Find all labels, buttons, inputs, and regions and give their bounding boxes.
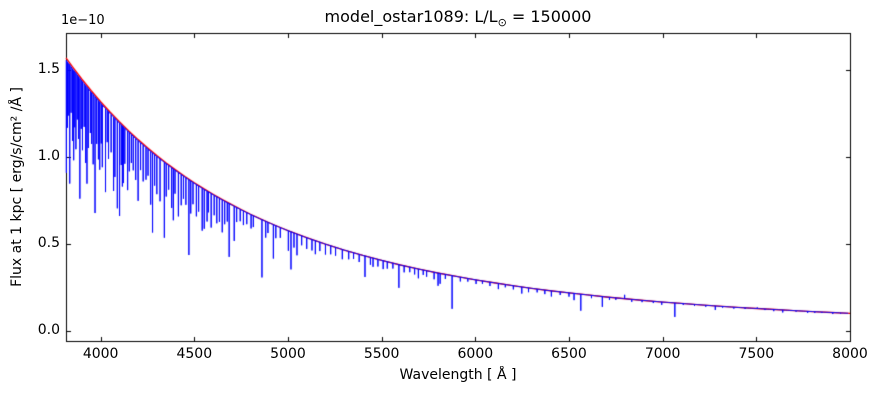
plot-title: model_ostar1089: L/L⊙ = 150000 <box>66 7 850 29</box>
x-tick-label: 6500 <box>551 346 587 362</box>
x-tick-label: 8000 <box>832 346 868 362</box>
x-tick-label: 7500 <box>738 346 775 362</box>
plot-title-suffix: = 150000 <box>506 7 592 26</box>
y-tick-label: 0.0 <box>37 321 60 338</box>
y-tick-label: 0.5 <box>37 234 60 251</box>
y-axis-label: Flux at 1 kpc [ erg/s/cm² /Å ] <box>9 87 25 287</box>
sun-symbol: ⊙ <box>497 16 507 29</box>
y-axis-offset-text: 1e−10 <box>61 13 105 28</box>
x-tick-label: 4500 <box>176 346 213 362</box>
x-tick-label: 5500 <box>363 346 400 362</box>
x-tick-label: 6000 <box>457 346 494 362</box>
x-tick-label: 5000 <box>270 346 306 362</box>
x-tick-label: 7000 <box>644 346 681 362</box>
x-axis-label: Wavelength [ Å ] <box>399 367 517 383</box>
y-tick-label: 1.5 <box>37 61 60 78</box>
x-tick-label: 4000 <box>82 346 119 362</box>
y-tick-label: 1.0 <box>37 148 60 164</box>
plot-title-prefix: model_ostar1089: L/L <box>324 7 498 26</box>
